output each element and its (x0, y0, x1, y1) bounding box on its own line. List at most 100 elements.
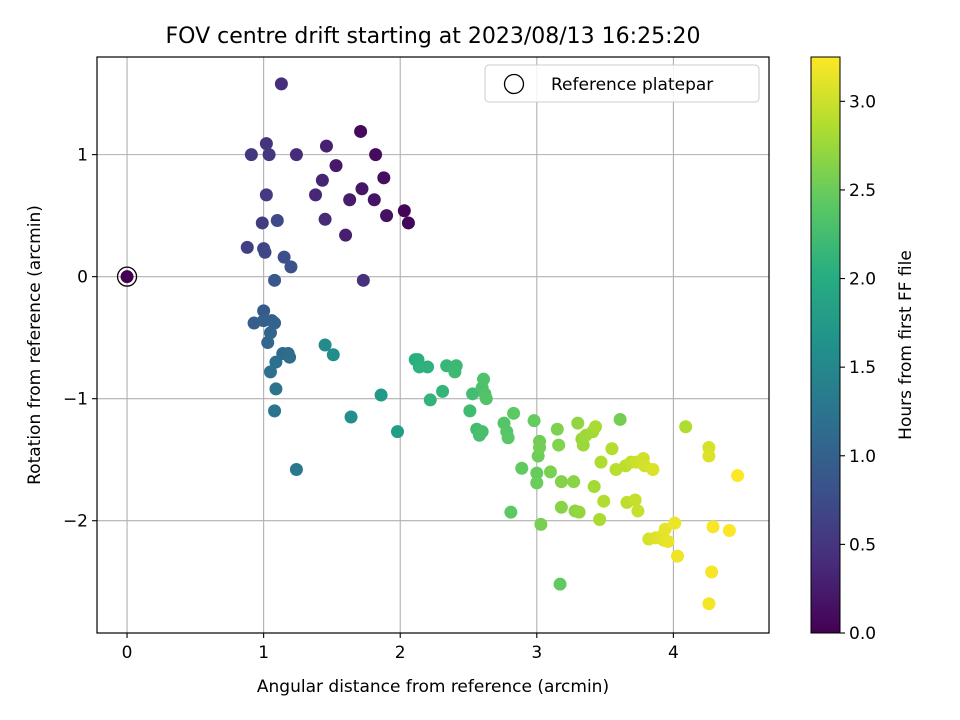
data-point (258, 245, 272, 259)
legend: Reference platepar (484, 64, 760, 103)
data-point (661, 534, 675, 548)
data-point (477, 372, 491, 386)
data-point (257, 304, 271, 318)
data-point (722, 523, 736, 537)
data-point (262, 148, 276, 162)
colorbar-tick-label: 0.0 (849, 624, 876, 644)
data-point (597, 494, 611, 508)
x-axis-ticks: 0 1 2 3 4 (122, 633, 679, 663)
x-axis-label: Angular distance from reference (arcmin) (257, 677, 609, 697)
data-point (274, 77, 288, 91)
data-points (116, 77, 745, 611)
data-point (309, 188, 323, 202)
data-point (269, 382, 283, 396)
data-point (261, 336, 275, 350)
data-point (613, 412, 627, 426)
data-point (567, 475, 581, 489)
data-point (259, 137, 273, 151)
data-point (263, 365, 277, 379)
data-point (702, 597, 716, 611)
colorbar-tick-label: 1.0 (849, 447, 876, 467)
data-point (343, 193, 357, 207)
data-point (702, 449, 716, 463)
data-point (448, 365, 462, 379)
data-point (289, 462, 303, 476)
data-point (594, 455, 608, 469)
data-point (706, 520, 720, 534)
data-point (269, 355, 283, 369)
x-tick-label: 1 (258, 643, 269, 663)
colorbar-gradient (810, 56, 841, 634)
colorbar-tick-label: 3.0 (849, 92, 876, 112)
data-point (668, 516, 682, 530)
data-point (530, 476, 544, 490)
y-tick-label: −2 (63, 512, 88, 532)
legend-box (484, 64, 760, 103)
data-point (658, 522, 672, 536)
colorbar-label: Hours from first FF file (896, 250, 916, 440)
data-point (421, 360, 435, 374)
data-point (367, 193, 381, 207)
data-point (326, 348, 340, 362)
data-point (318, 338, 332, 352)
data-point (679, 420, 693, 434)
y-axis-label: Rotation from reference (arcmin) (25, 205, 45, 485)
colorbar-tick-label: 1.5 (849, 358, 876, 378)
legend-entry-reference-platepar: Reference platepar (551, 75, 713, 95)
data-point (329, 159, 343, 173)
x-tick-label: 2 (395, 643, 406, 663)
data-point (553, 577, 567, 591)
data-point (390, 425, 404, 439)
data-point (504, 505, 518, 519)
data-point (369, 148, 383, 162)
data-point (268, 273, 282, 287)
data-point (259, 188, 273, 202)
data-point (534, 517, 548, 531)
data-point (475, 425, 489, 439)
data-point (283, 350, 297, 364)
colorbar-tick-label: 2.5 (849, 181, 876, 201)
data-point (593, 513, 607, 527)
data-point (705, 565, 719, 579)
data-point (646, 462, 660, 476)
data-point (552, 438, 566, 452)
y-tick-label: −1 (63, 390, 88, 410)
data-point (240, 240, 254, 254)
data-point (501, 431, 515, 445)
data-point (284, 260, 298, 274)
data-point (344, 410, 358, 424)
data-point (589, 420, 603, 434)
reference-point (120, 270, 134, 284)
data-point (397, 204, 411, 218)
colorbar-ticks: 0.0 0.5 1.0 1.5 2.0 2.5 3.0 (840, 92, 876, 644)
data-point (631, 504, 645, 518)
y-tick-label: 0 (77, 268, 88, 288)
x-tick-label: 0 (122, 643, 133, 663)
x-tick-label: 3 (531, 643, 542, 663)
data-point (554, 500, 568, 514)
data-point (587, 480, 601, 494)
reference-point-ring (116, 266, 138, 287)
data-point (354, 124, 368, 138)
x-tick-label: 4 (668, 643, 679, 663)
y-tick-label: 1 (77, 146, 88, 166)
data-point (515, 461, 529, 475)
data-point (628, 493, 642, 507)
data-point (731, 469, 745, 483)
data-point (605, 442, 619, 456)
data-point (527, 414, 541, 428)
data-point (356, 273, 370, 287)
data-point (543, 465, 557, 479)
data-point (571, 416, 585, 430)
chart-title: FOV centre drift starting at 2023/08/13 … (166, 24, 701, 49)
plot-frame (96, 56, 770, 634)
data-point (380, 209, 394, 223)
data-point (377, 171, 391, 185)
data-point (463, 404, 477, 418)
data-point (315, 173, 329, 187)
colorbar-tick-label: 2.0 (849, 270, 876, 290)
data-point (263, 326, 277, 340)
data-point (270, 214, 284, 228)
data-point (507, 406, 521, 420)
